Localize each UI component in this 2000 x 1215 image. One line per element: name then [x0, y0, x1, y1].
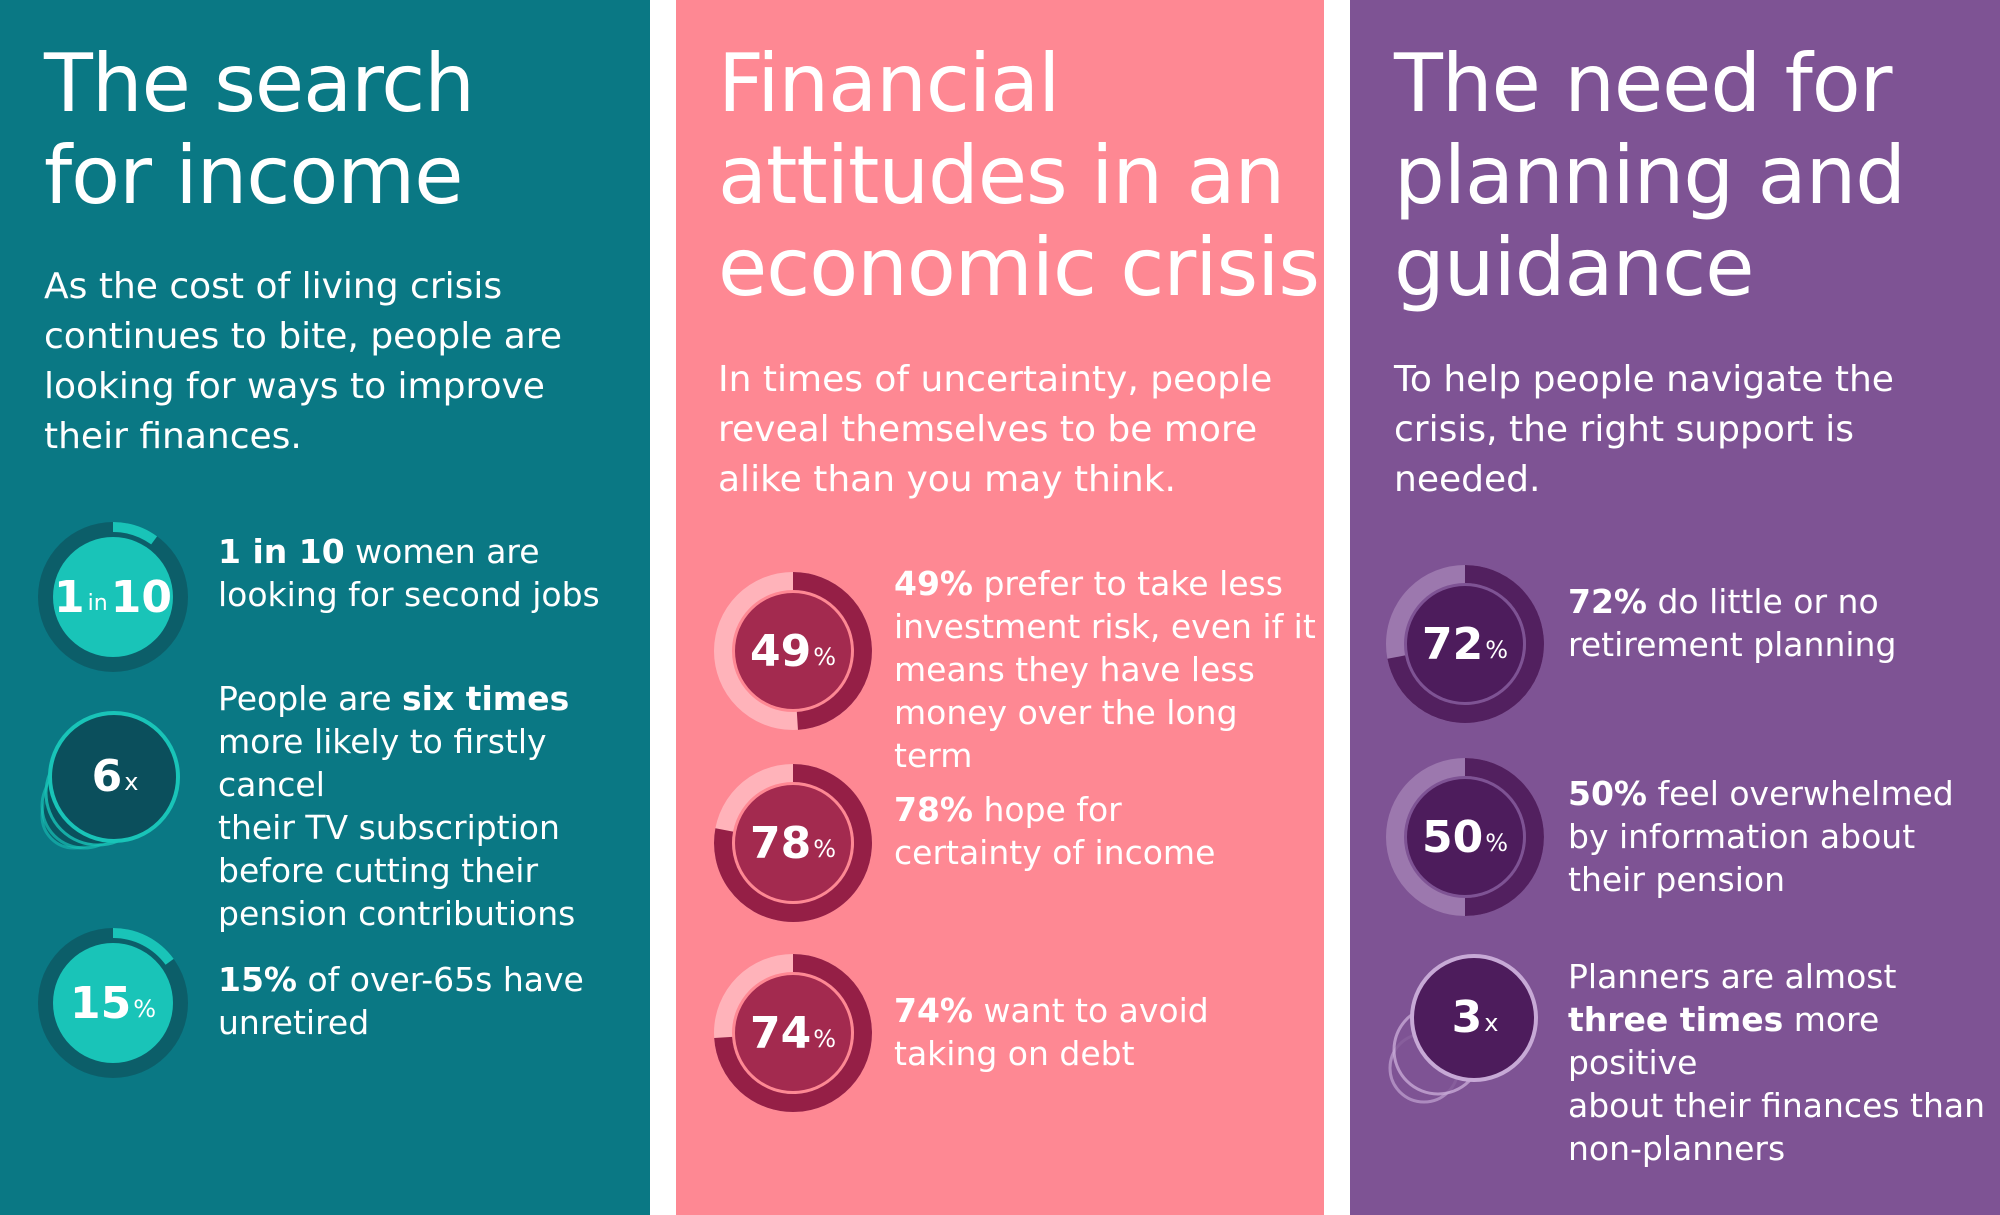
ring-segment — [714, 954, 872, 1112]
ring-segment — [1464, 758, 1544, 916]
stat-text-bold: 74% — [894, 991, 973, 1030]
stat-value-number: 78 — [749, 817, 812, 869]
stat-value-number: 74 — [749, 1007, 812, 1059]
stat-value: 15% — [28, 918, 198, 1088]
stat-ring-15: 15% — [28, 918, 198, 1088]
ring-chart-icon — [714, 572, 872, 730]
ring-segment — [112, 928, 174, 965]
stat-value: 49% — [708, 566, 878, 736]
stat-value-unit: % — [813, 1025, 837, 1053]
ring-chart-icon — [38, 928, 188, 1078]
stat-text-rest: more positive about their finances than … — [1568, 1000, 1986, 1168]
ring-segment — [112, 522, 158, 545]
stat-value-number: 50 — [1421, 811, 1484, 863]
stat-value-number: 49 — [749, 625, 812, 677]
stat-value-number-2: 10 — [110, 571, 172, 623]
ring-segment — [792, 572, 872, 730]
stat-text-rest: of over-65s have unretired — [218, 960, 584, 1042]
panel-title: Financial attitudes in an economic crisi… — [718, 37, 1320, 314]
stat-value-number: 72 — [1421, 618, 1484, 670]
stat-text-rest: hope for certainty of income — [894, 790, 1216, 872]
stat-ring-49: 49% — [708, 566, 878, 736]
stat-ring-72: 72% — [1380, 559, 1550, 729]
ring-chart-icon — [1386, 565, 1544, 723]
stat-text-bold: 72% — [1568, 582, 1647, 621]
ring-segment — [1387, 565, 1544, 723]
stat-text-bold: 78% — [894, 790, 973, 829]
stat-text: Planners are almost three times more pos… — [1568, 955, 2000, 1170]
ring-chart-icon — [38, 522, 188, 672]
stat-value: 1 in 10 — [28, 512, 198, 682]
panel-intro: To help people navigate the crisis, the … — [1394, 359, 1894, 500]
stat-value-unit: % — [813, 643, 837, 671]
stat-text: 49% prefer to take less investment risk,… — [894, 562, 1324, 777]
stat-text-bold: 49% — [894, 564, 973, 603]
stat-text-rest: feel overwhelmed by information about th… — [1568, 774, 1954, 899]
stacked-circles-icon — [1388, 954, 1538, 1104]
stat-value-unit: % — [133, 995, 157, 1023]
ring-chart-icon — [1386, 758, 1544, 916]
stat-ring-78: 78% — [708, 758, 878, 928]
ring-chart-icon — [714, 764, 872, 922]
stat-value: 78% — [708, 758, 878, 928]
stat-value: 50% — [1380, 752, 1550, 922]
stat-text: 74% want to avoid taking on debt — [894, 989, 1209, 1075]
stat-text-bold: six times — [401, 679, 570, 718]
stat-ring-1-in-10: 1 in 10 — [28, 512, 198, 682]
panel-title: The need for planning and guidance — [1394, 37, 1906, 314]
stat-value-unit: % — [1485, 829, 1509, 857]
stat-ring-50: 50% — [1380, 752, 1550, 922]
panel-intro: In times of uncertainty, people reveal t… — [718, 359, 1273, 500]
stat-value-number: 15 — [69, 977, 132, 1029]
stat-text: 1 in 10 women are looking for second job… — [218, 530, 600, 616]
ring-segment — [714, 764, 872, 922]
stat-text: 15% of over-65s have unretired — [218, 958, 584, 1044]
panel-financial-attitudes: Financial attitudes in an economic crisi… — [676, 0, 1324, 1215]
stat-text-pre: Planners are almost — [1568, 957, 1897, 996]
stat-text: People are six times more likely to firs… — [218, 677, 650, 935]
stat-text-rest: women are looking for second jobs — [218, 532, 600, 614]
stat-value-number: 6 — [91, 750, 123, 802]
stat-text: 78% hope for certainty of income — [894, 788, 1215, 874]
stat-text-pre: People are — [218, 679, 402, 718]
stat-text-bold: three times — [1568, 1000, 1784, 1039]
stat-value: 74% — [708, 948, 878, 1118]
stat-value-connector: in — [87, 590, 108, 616]
stat-value-number: 3 — [1451, 991, 1483, 1043]
panel-title: The search for income — [44, 37, 475, 222]
stat-text: 50% feel overwhelmed by information abou… — [1568, 772, 1954, 901]
stat-text-rest: want to avoid taking on debt — [894, 991, 1209, 1073]
panel-search-for-income: The search for income As the cost of liv… — [0, 0, 650, 1215]
stacked-circles-icon — [40, 711, 180, 850]
stat-text-rest: prefer to take less investment risk, eve… — [894, 564, 1316, 775]
stat-text-rest: do little or no retirement planning — [1568, 582, 1897, 664]
stat-text-bold: 1 in 10 — [218, 532, 345, 571]
stat-value-unit: % — [813, 835, 837, 863]
stat-value-number: 1 — [54, 571, 85, 623]
stat-value-unit: x — [1484, 1009, 1499, 1037]
stat-ring-74: 74% — [708, 948, 878, 1118]
panel-intro: As the cost of living crisis continues t… — [44, 266, 563, 457]
ring-chart-icon — [714, 954, 872, 1112]
stat-text-bold: 15% — [218, 960, 297, 999]
stat-text-bold: 50% — [1568, 774, 1647, 813]
stat-text-rest: more likely to firstly cancel their TV s… — [218, 722, 576, 933]
stat-value: 72% — [1380, 559, 1550, 729]
stat-text: 72% do little or no retirement planning — [1568, 580, 1896, 666]
stat-value-unit: x — [124, 768, 139, 796]
stat-value-unit: % — [1485, 636, 1509, 664]
panel-planning-and-guidance: The need for planning and guidance To he… — [1350, 0, 2000, 1215]
